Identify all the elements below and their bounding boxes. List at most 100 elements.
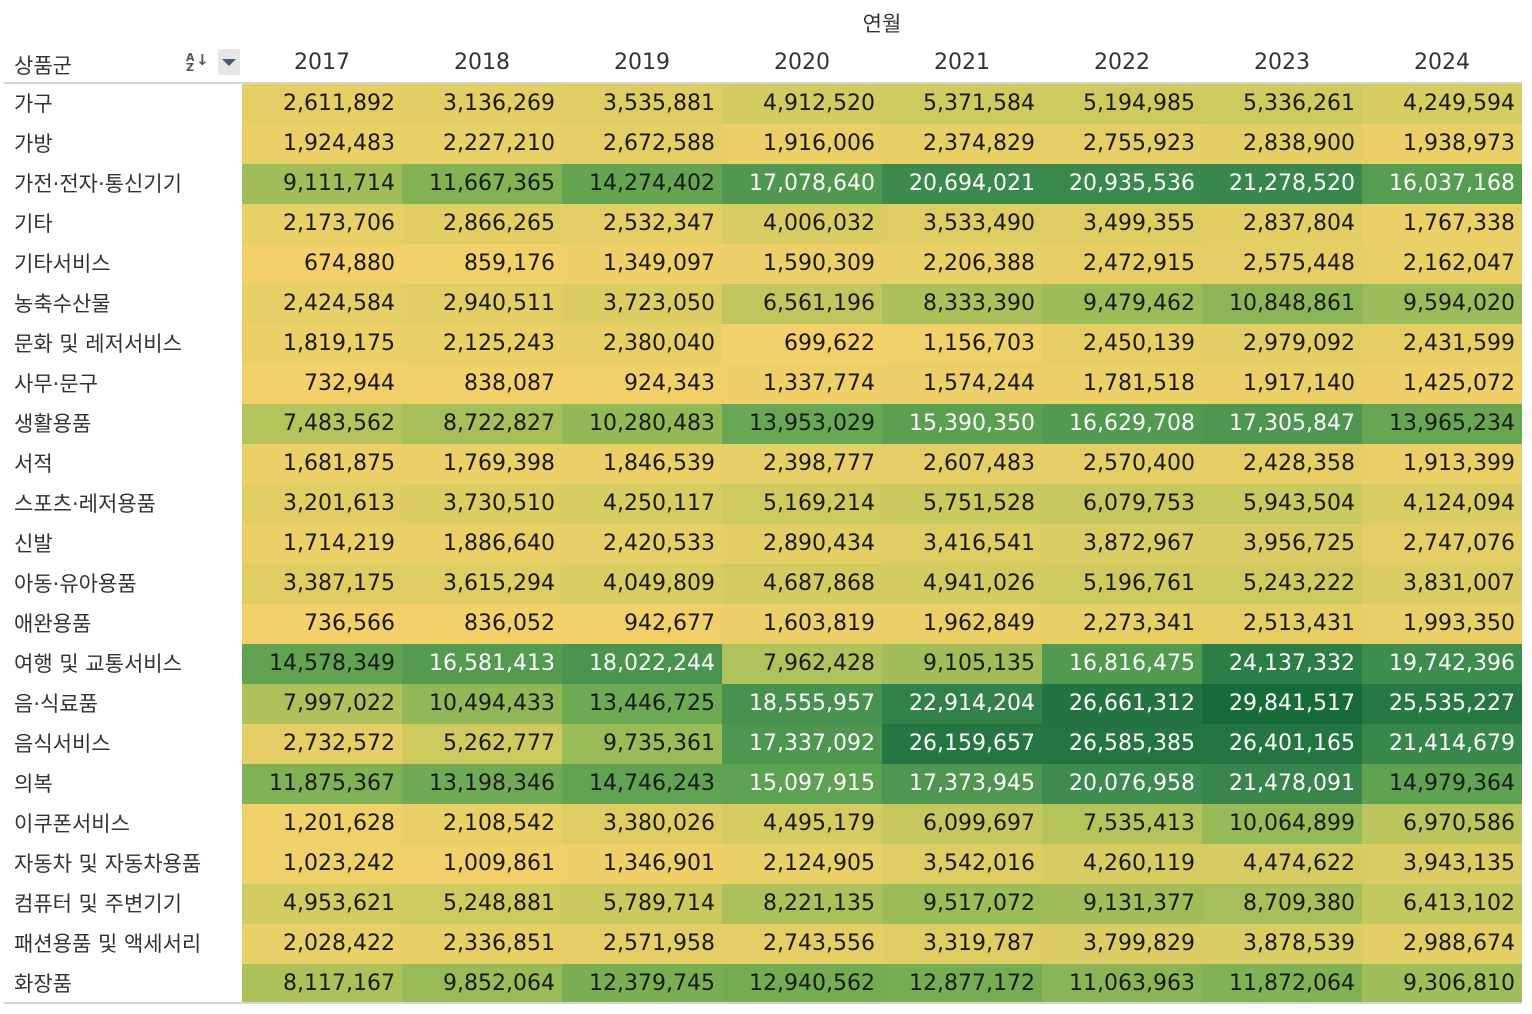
- heatmap-cell[interactable]: 5,336,261: [1202, 84, 1362, 124]
- heatmap-cell[interactable]: 11,667,365: [402, 164, 562, 204]
- heatmap-cell[interactable]: 924,343: [562, 364, 722, 404]
- heatmap-cell[interactable]: 10,848,861: [1202, 284, 1362, 324]
- heatmap-cell[interactable]: 1,916,006: [722, 124, 882, 164]
- heatmap-cell[interactable]: 4,049,809: [562, 564, 722, 604]
- heatmap-cell[interactable]: 15,097,915: [722, 764, 882, 804]
- heatmap-cell[interactable]: 15,390,350: [882, 404, 1042, 444]
- heatmap-cell[interactable]: 2,428,358: [1202, 444, 1362, 484]
- heatmap-cell[interactable]: 2,227,210: [402, 124, 562, 164]
- heatmap-cell[interactable]: 5,262,777: [402, 724, 562, 764]
- heatmap-cell[interactable]: 6,079,753: [1042, 484, 1202, 524]
- heatmap-cell[interactable]: 3,535,881: [562, 84, 722, 124]
- heatmap-cell[interactable]: 10,280,483: [562, 404, 722, 444]
- heatmap-cell[interactable]: 22,914,204: [882, 684, 1042, 724]
- heatmap-cell[interactable]: 736,566: [242, 604, 402, 644]
- heatmap-cell[interactable]: 2,672,588: [562, 124, 722, 164]
- heatmap-cell[interactable]: 5,789,714: [562, 884, 722, 924]
- heatmap-cell[interactable]: 5,194,985: [1042, 84, 1202, 124]
- heatmap-cell[interactable]: 6,561,196: [722, 284, 882, 324]
- heatmap-cell[interactable]: 16,629,708: [1042, 404, 1202, 444]
- heatmap-cell[interactable]: 3,136,269: [402, 84, 562, 124]
- heatmap-cell[interactable]: 2,206,388: [882, 244, 1042, 284]
- heatmap-cell[interactable]: 4,006,032: [722, 204, 882, 244]
- heatmap-cell[interactable]: 20,076,958: [1042, 764, 1202, 804]
- heatmap-cell[interactable]: 1,156,703: [882, 324, 1042, 364]
- heatmap-cell[interactable]: 3,416,541: [882, 524, 1042, 564]
- heatmap-cell[interactable]: 21,414,679: [1362, 724, 1522, 764]
- heatmap-cell[interactable]: 2,838,900: [1202, 124, 1362, 164]
- heatmap-cell[interactable]: 18,555,957: [722, 684, 882, 724]
- heatmap-cell[interactable]: 12,379,745: [562, 964, 722, 1004]
- heatmap-cell[interactable]: 2,124,905: [722, 844, 882, 884]
- heatmap-cell[interactable]: 4,249,594: [1362, 84, 1522, 124]
- heatmap-cell[interactable]: 4,953,621: [242, 884, 402, 924]
- heatmap-cell[interactable]: 4,912,520: [722, 84, 882, 124]
- heatmap-cell[interactable]: 4,474,622: [1202, 844, 1362, 884]
- heatmap-cell[interactable]: 9,517,072: [882, 884, 1042, 924]
- heatmap-cell[interactable]: 2,173,706: [242, 204, 402, 244]
- heatmap-cell[interactable]: 26,159,657: [882, 724, 1042, 764]
- heatmap-cell[interactable]: 8,221,135: [722, 884, 882, 924]
- heatmap-cell[interactable]: 3,615,294: [402, 564, 562, 604]
- heatmap-cell[interactable]: 3,799,829: [1042, 924, 1202, 964]
- heatmap-cell[interactable]: 9,852,064: [402, 964, 562, 1004]
- heatmap-cell[interactable]: 12,877,172: [882, 964, 1042, 1004]
- heatmap-cell[interactable]: 7,535,413: [1042, 804, 1202, 844]
- heatmap-cell[interactable]: 699,622: [722, 324, 882, 364]
- heatmap-cell[interactable]: 3,723,050: [562, 284, 722, 324]
- heatmap-cell[interactable]: 21,478,091: [1202, 764, 1362, 804]
- heatmap-cell[interactable]: 5,371,584: [882, 84, 1042, 124]
- heatmap-cell[interactable]: 1,769,398: [402, 444, 562, 484]
- heatmap-cell[interactable]: 8,117,167: [242, 964, 402, 1004]
- heatmap-cell[interactable]: 2,611,892: [242, 84, 402, 124]
- heatmap-cell[interactable]: 5,943,504: [1202, 484, 1362, 524]
- heatmap-cell[interactable]: 1,924,483: [242, 124, 402, 164]
- heatmap-cell[interactable]: 5,751,528: [882, 484, 1042, 524]
- heatmap-cell[interactable]: 1,993,350: [1362, 604, 1522, 644]
- heatmap-cell[interactable]: 14,578,349: [242, 644, 402, 684]
- heatmap-cell[interactable]: 1,886,640: [402, 524, 562, 564]
- heatmap-cell[interactable]: 942,677: [562, 604, 722, 644]
- heatmap-cell[interactable]: 7,962,428: [722, 644, 882, 684]
- heatmap-cell[interactable]: 16,816,475: [1042, 644, 1202, 684]
- heatmap-cell[interactable]: 4,124,094: [1362, 484, 1522, 524]
- heatmap-cell[interactable]: 17,078,640: [722, 164, 882, 204]
- heatmap-cell[interactable]: 2,571,958: [562, 924, 722, 964]
- heatmap-cell[interactable]: 2,162,047: [1362, 244, 1522, 284]
- heatmap-cell[interactable]: 1,962,849: [882, 604, 1042, 644]
- heatmap-cell[interactable]: 8,722,827: [402, 404, 562, 444]
- heatmap-cell[interactable]: 16,581,413: [402, 644, 562, 684]
- heatmap-cell[interactable]: 1,009,861: [402, 844, 562, 884]
- heatmap-cell[interactable]: 1,337,774: [722, 364, 882, 404]
- heatmap-cell[interactable]: 2,570,400: [1042, 444, 1202, 484]
- heatmap-cell[interactable]: 2,532,347: [562, 204, 722, 244]
- heatmap-cell[interactable]: 2,988,674: [1362, 924, 1522, 964]
- heatmap-cell[interactable]: 2,424,584: [242, 284, 402, 324]
- heatmap-cell[interactable]: 3,730,510: [402, 484, 562, 524]
- heatmap-cell[interactable]: 25,535,227: [1362, 684, 1522, 724]
- heatmap-cell[interactable]: 4,687,868: [722, 564, 882, 604]
- heatmap-cell[interactable]: 2,398,777: [722, 444, 882, 484]
- heatmap-cell[interactable]: 5,169,214: [722, 484, 882, 524]
- heatmap-cell[interactable]: 2,837,804: [1202, 204, 1362, 244]
- heatmap-cell[interactable]: 2,450,139: [1042, 324, 1202, 364]
- heatmap-cell[interactable]: 5,248,881: [402, 884, 562, 924]
- heatmap-cell[interactable]: 1,913,399: [1362, 444, 1522, 484]
- heatmap-cell[interactable]: 2,431,599: [1362, 324, 1522, 364]
- heatmap-cell[interactable]: 1,846,539: [562, 444, 722, 484]
- heatmap-cell[interactable]: 10,494,433: [402, 684, 562, 724]
- heatmap-cell[interactable]: 2,732,572: [242, 724, 402, 764]
- heatmap-cell[interactable]: 4,495,179: [722, 804, 882, 844]
- heatmap-cell[interactable]: 1,917,140: [1202, 364, 1362, 404]
- heatmap-cell[interactable]: 10,064,899: [1202, 804, 1362, 844]
- heatmap-cell[interactable]: 24,137,332: [1202, 644, 1362, 684]
- heatmap-cell[interactable]: 2,575,448: [1202, 244, 1362, 284]
- heatmap-cell[interactable]: 26,585,385: [1042, 724, 1202, 764]
- heatmap-cell[interactable]: 17,373,945: [882, 764, 1042, 804]
- heatmap-cell[interactable]: 1,938,973: [1362, 124, 1522, 164]
- heatmap-cell[interactable]: 1,767,338: [1362, 204, 1522, 244]
- heatmap-cell[interactable]: 9,111,714: [242, 164, 402, 204]
- heatmap-cell[interactable]: 674,880: [242, 244, 402, 284]
- heatmap-cell[interactable]: 2,755,923: [1042, 124, 1202, 164]
